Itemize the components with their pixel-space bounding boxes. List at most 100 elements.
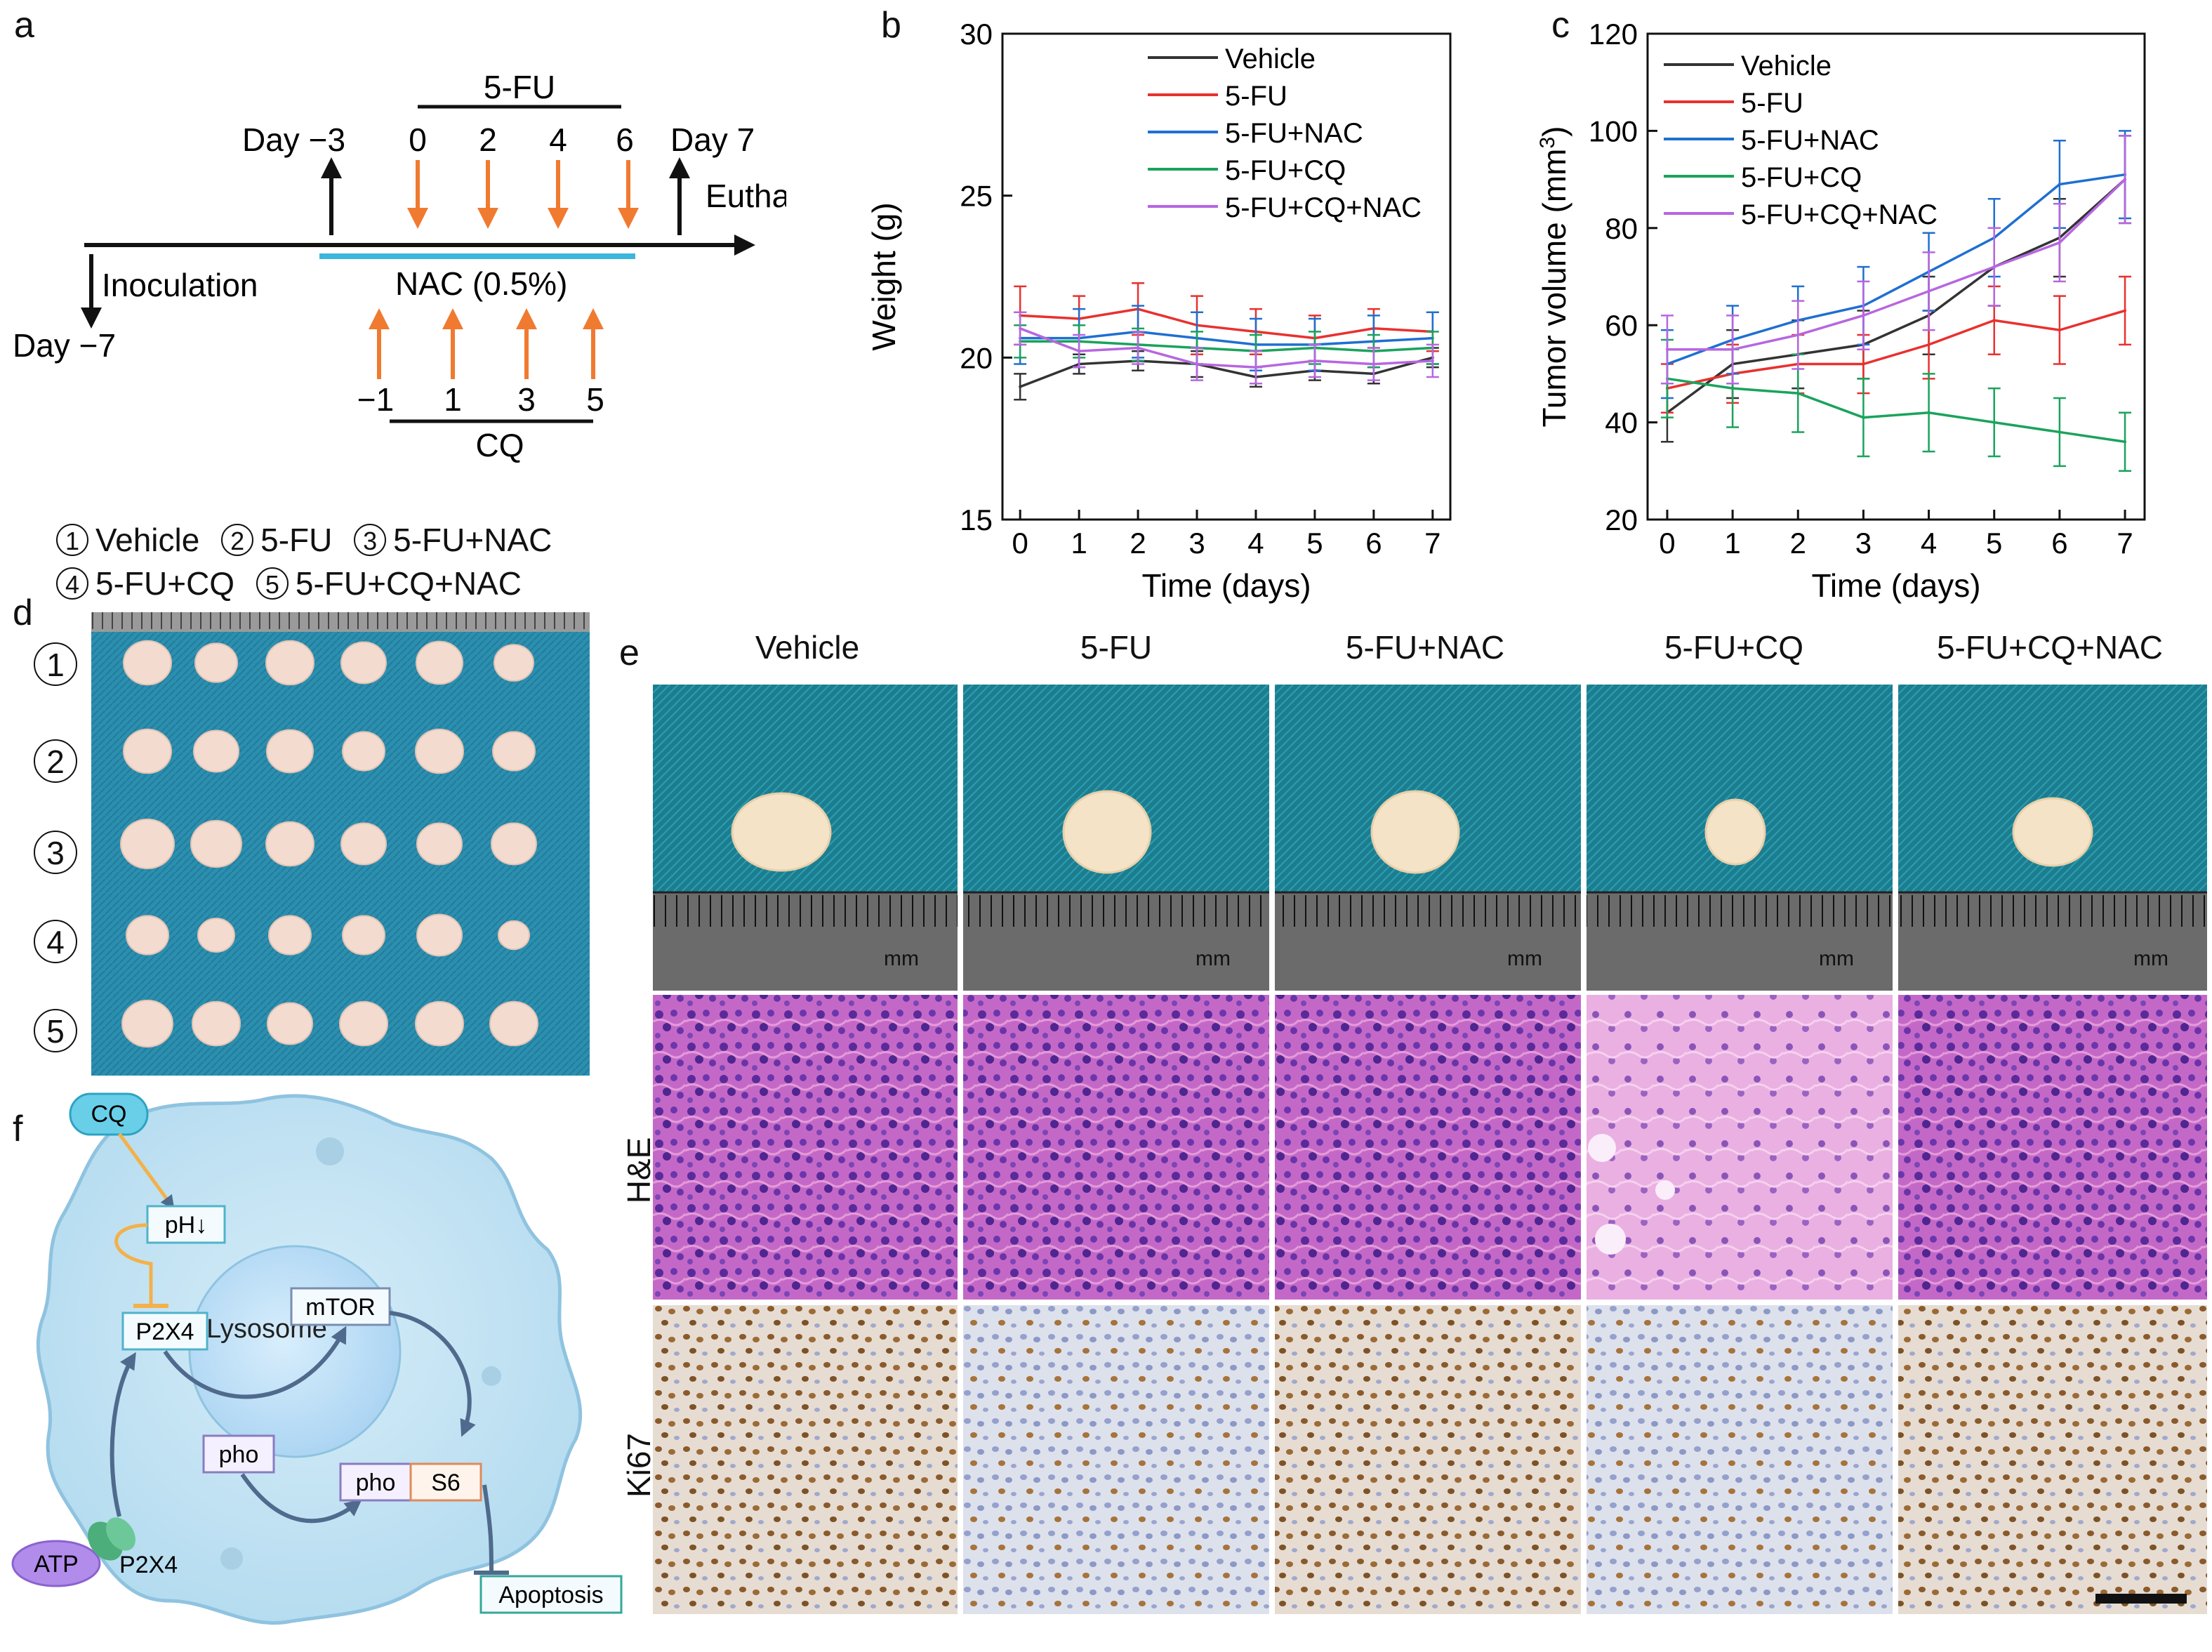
cq-day-1: 1 — [444, 381, 462, 418]
inoculation-label: Inoculation — [102, 267, 258, 303]
legend-label-3: 5-FU+CQ — [1741, 162, 1862, 193]
point-1-4 — [1927, 343, 1930, 346]
tumor-1-6 — [494, 644, 534, 682]
group-num-2: 2 — [221, 523, 254, 556]
p2x4-lyso-box — [121, 1311, 208, 1351]
tumor-1-4 — [340, 641, 387, 685]
line-1 — [1020, 308, 1433, 340]
ki67-image-5 — [1898, 1305, 2207, 1614]
x-axis-label: Time (days) — [1141, 567, 1311, 604]
cq-node-label: CQ — [91, 1101, 127, 1128]
ruler-3 — [1275, 892, 1581, 991]
legend-label-4: 5-FU+CQ+NAC — [1741, 199, 1938, 230]
point-3-6 — [2058, 430, 2061, 434]
row-label-5: 5 — [34, 1009, 77, 1052]
y-tick-label-0: 15 — [960, 503, 993, 536]
ki67-image-1 — [653, 1305, 958, 1614]
ki67-image-3 — [1275, 1305, 1581, 1614]
tumor-4-1 — [126, 915, 169, 956]
ruler-1 — [653, 892, 958, 991]
tumor-volume-chart: 20 40 60 80 100 120 0 1 2 3 4 5 6 7 Time (days) Tumor v… — [1536, 18, 2146, 604]
he-image-5 — [1898, 995, 2207, 1300]
col-5fu-cq: 5-FU+CQ — [1664, 629, 1804, 666]
point-4-0 — [1665, 348, 1669, 351]
plot-frame — [1001, 32, 1452, 521]
group-label-5: 5-FU+CQ+NAC — [295, 564, 522, 602]
tumor-5-1 — [121, 999, 173, 1048]
series-5-FU — [1660, 275, 2132, 414]
ruler-4 — [1587, 892, 1893, 991]
group-num-3: 3 — [354, 523, 387, 556]
point-0-0 — [1019, 385, 1022, 388]
x-tick-label-5: 5 — [1986, 527, 2002, 560]
point-3-1 — [1731, 387, 1735, 390]
tumor-2 — [1062, 790, 1152, 874]
line-0 — [1666, 178, 2126, 414]
cq-day-5: 5 — [586, 381, 604, 418]
row-label-1: 1 — [34, 642, 77, 686]
tumor-2-2 — [193, 729, 239, 773]
cq-label: CQ — [476, 427, 524, 463]
pho-label-1: pho — [219, 1441, 259, 1468]
point-1-6 — [2058, 329, 2061, 332]
panel-label-b: b — [881, 5, 901, 46]
point-4-3 — [1196, 362, 1199, 366]
y-tick-label-1: 40 — [1605, 407, 1638, 440]
legend-label-0: Vehicle — [1741, 51, 1832, 81]
ruler-unit-2: mm — [1196, 947, 1231, 970]
apoptosis-label: Apoptosis — [498, 1582, 603, 1608]
tumor-4-6 — [498, 920, 530, 951]
point-2-6 — [2058, 183, 2061, 186]
5fu-arrows — [407, 160, 639, 229]
tumor-4 — [1704, 798, 1766, 866]
point-4-7 — [2124, 178, 2127, 181]
day-minus7-label: Day −7 — [13, 327, 116, 364]
legend-label-4: 5-FU+CQ+NAC — [1225, 192, 1422, 223]
legend-label-2: 5-FU+NAC — [1741, 125, 1879, 156]
point-4-0 — [1019, 326, 1022, 330]
nac-label: NAC (0.5%) — [395, 265, 567, 302]
timeline-diagram: 5-FU 0 2 4 6 Day −3 Day 7 Euthanize Inoc… — [13, 69, 786, 463]
point-4-6 — [2058, 241, 2061, 244]
cq-day-3: 3 — [517, 381, 536, 418]
tumor-2-4 — [342, 731, 385, 772]
line-3 — [1667, 377, 2126, 444]
x-tick-label-6: 6 — [2051, 527, 2067, 560]
tumor-3-4 — [340, 822, 387, 866]
ph-label: pH↓ — [165, 1212, 207, 1238]
series-5-FU+CQ — [1660, 338, 2132, 473]
tumor-1-5 — [416, 640, 463, 685]
tumor-board-photo — [91, 612, 590, 1076]
group-num-5: 5 — [256, 567, 289, 600]
point-3-5 — [1992, 421, 1996, 424]
line-0 — [1019, 356, 1433, 388]
panel-label-c: c — [1551, 5, 1570, 46]
group-label-3: 5-FU+NAC — [393, 521, 552, 558]
point-4-4 — [1254, 366, 1257, 369]
tumor-1-2 — [194, 642, 238, 683]
plot-frame — [1646, 32, 2146, 521]
series-5-FU+CQ+NAC — [1660, 135, 2132, 385]
lysosome — [188, 1245, 402, 1458]
group-legend-row1: 1 Vehicle 2 5-FU 3 5-FU+NAC — [56, 518, 552, 559]
line-4 — [1667, 178, 2126, 351]
tumor-1-1 — [123, 640, 172, 686]
he-vacuole-0 — [1588, 1134, 1616, 1162]
line-1 — [1667, 309, 2126, 390]
cq-arrows — [369, 308, 604, 379]
point-1-3 — [1862, 362, 1865, 366]
series-Vehicle — [1014, 347, 1439, 401]
x-tick-label-6: 6 — [1365, 527, 1382, 560]
x-tick-label-2: 2 — [1790, 527, 1806, 560]
row-label-2: 2 — [34, 739, 77, 783]
tumor-5-4 — [339, 1000, 388, 1047]
point-4-2 — [1796, 333, 1800, 337]
group-legend-row2: 4 5-FU+CQ 5 5-FU+CQ+NAC — [56, 562, 522, 602]
tumor-5-5 — [415, 1000, 464, 1047]
s6-label: S6 — [431, 1469, 461, 1496]
day-4: 4 — [549, 121, 567, 158]
histology-grid: mm mm mm mm mm — [653, 685, 2207, 1614]
tumor-4-5 — [416, 913, 463, 957]
tumor-1-3 — [265, 640, 314, 686]
x-tick-label-4: 4 — [1921, 527, 1937, 560]
